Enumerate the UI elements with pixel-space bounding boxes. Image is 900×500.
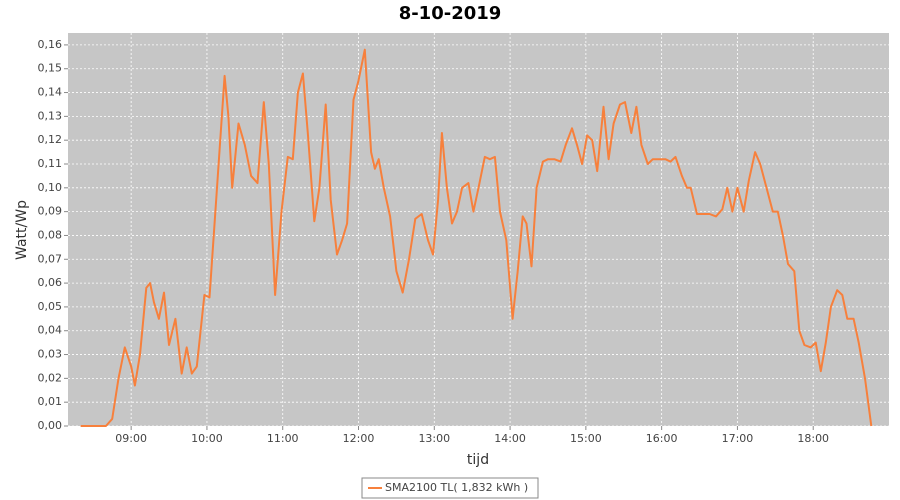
y-tick-label: 0,12 — [38, 133, 63, 146]
legend — [361, 477, 539, 499]
y-tick-label: 0,16 — [38, 38, 63, 51]
y-tick-label: 0,02 — [38, 371, 63, 384]
y-tick-label: 0,13 — [38, 109, 63, 122]
x-tick-label: 13:00 — [418, 432, 450, 445]
y-tick-label: 0,10 — [38, 181, 63, 194]
x-tick-label: 09:00 — [115, 432, 147, 445]
x-tick-label: 16:00 — [646, 432, 678, 445]
y-tick-label: 0,05 — [38, 300, 63, 313]
x-axis-label: tijd — [467, 452, 489, 468]
y-tick-label: 0,03 — [38, 348, 63, 361]
legend-label: SMA2100 TL( 1,832 kWh ) — [385, 481, 528, 494]
y-tick-label: 0,15 — [38, 62, 63, 75]
y-tick-label: 0,00 — [38, 419, 63, 432]
y-tick-label: 0,11 — [38, 157, 63, 170]
y-tick-label: 0,07 — [38, 252, 63, 265]
series-line — [80, 48, 873, 427]
plot-area — [68, 33, 889, 426]
x-tick-label: 10:00 — [191, 432, 223, 445]
chart-title: 8-10-2019 — [399, 3, 502, 24]
x-tick-label: 14:00 — [494, 432, 526, 445]
y-tick-label: 0,06 — [38, 276, 63, 289]
x-tick-label: 11:00 — [267, 432, 299, 445]
y-tick-label: 0,01 — [38, 395, 63, 408]
y-tick-label: 0,09 — [38, 205, 63, 218]
y-tick-label: 0,08 — [38, 228, 63, 241]
y-axis-label: Watt/Wp — [14, 200, 30, 260]
x-tick-label: 18:00 — [797, 432, 829, 445]
x-tick-label: 12:00 — [343, 432, 375, 445]
y-tick-label: 0,04 — [38, 324, 63, 337]
y-tick-label: 0,14 — [38, 86, 63, 99]
x-tick-label: 17:00 — [722, 432, 754, 445]
x-tick-label: 15:00 — [570, 432, 602, 445]
